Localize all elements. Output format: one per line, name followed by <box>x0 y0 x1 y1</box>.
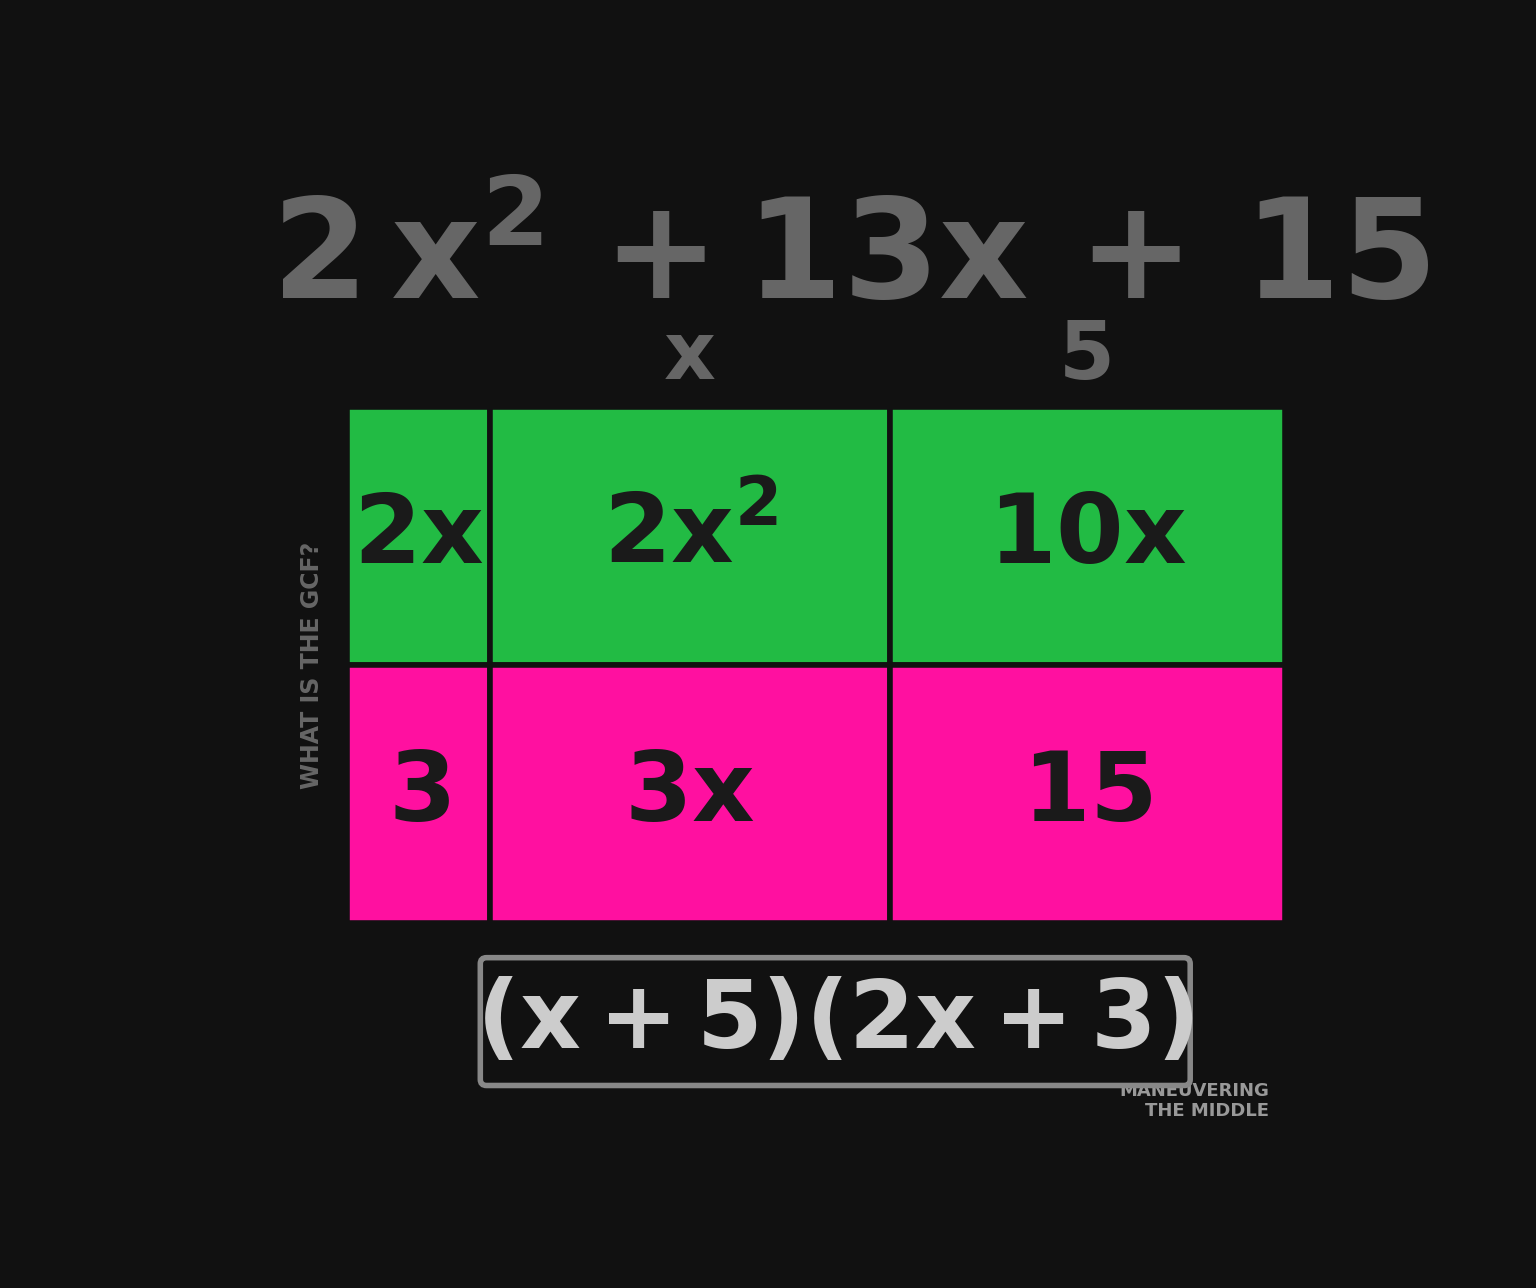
Text: $\mathbf{10x}$: $\mathbf{10x}$ <box>988 489 1186 582</box>
Text: $\mathbf{3}$: $\mathbf{3}$ <box>387 747 450 841</box>
Text: MANEUVERING: MANEUVERING <box>1120 1082 1269 1100</box>
Bar <box>347 665 490 923</box>
Text: $\mathbf{(x+5)(2x+3)}$: $\mathbf{(x+5)(2x+3)}$ <box>476 975 1193 1068</box>
Text: $\mathbf{2x^2}$: $\mathbf{2x^2}$ <box>602 489 777 582</box>
Text: THE MIDDLE: THE MIDDLE <box>1146 1103 1269 1119</box>
Bar <box>490 407 889 665</box>
Text: x: x <box>664 318 716 397</box>
Text: $\mathbf{2x}$: $\mathbf{2x}$ <box>353 489 484 582</box>
Text: WHAT IS THE GCF?: WHAT IS THE GCF? <box>300 541 324 788</box>
Bar <box>347 407 490 665</box>
FancyBboxPatch shape <box>481 958 1190 1086</box>
Bar <box>490 665 889 923</box>
Bar <box>889 665 1284 923</box>
Text: $\mathbf{3x}$: $\mathbf{3x}$ <box>625 747 756 841</box>
Bar <box>889 407 1284 665</box>
Text: $\mathbf{2\,x^2\,+13x\,+\,15}$: $\mathbf{2\,x^2\,+13x\,+\,15}$ <box>272 193 1430 328</box>
Text: 5: 5 <box>1060 318 1115 397</box>
Text: $\mathbf{15}$: $\mathbf{15}$ <box>1021 747 1152 841</box>
